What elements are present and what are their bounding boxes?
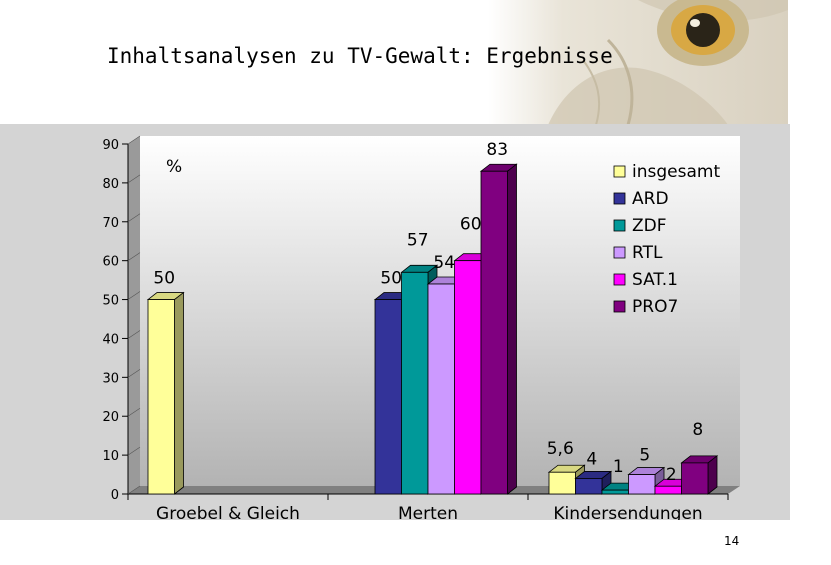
legend-entry: SAT.1 [632, 270, 678, 290]
y-tick-label: 90 [102, 138, 119, 153]
data-label: 60 [460, 215, 482, 235]
y-tick-label: 40 [102, 332, 119, 347]
x-category-label: Groebel & Gleich [156, 504, 300, 520]
legend-swatch [613, 192, 626, 205]
page-number: 14 [724, 534, 740, 548]
bar-side-face [707, 455, 718, 495]
y-tick-label: 20 [102, 410, 119, 425]
data-label: 1 [613, 457, 624, 477]
data-label: 57 [407, 230, 429, 250]
bar-front-face [575, 478, 603, 495]
bar-insgesamt [146, 291, 185, 495]
bar-pro7 [680, 455, 719, 495]
data-label: 50 [380, 269, 402, 289]
bar-front-face [628, 474, 656, 495]
y-tick-wall [127, 252, 141, 261]
y-tick-wall [127, 174, 141, 184]
legend-entry: ARD [632, 189, 669, 209]
x-category-label: Kindersendungen [553, 504, 702, 520]
bar-front-face [480, 170, 508, 495]
data-label: 2 [666, 465, 677, 485]
y-tick-label: 60 [102, 255, 119, 270]
legend-swatch [613, 246, 626, 259]
bar-front-face [681, 462, 709, 495]
y-tick-wall [127, 369, 141, 378]
bar-front-face [654, 485, 682, 495]
data-label: 8 [692, 420, 703, 440]
unit-label: % [166, 157, 182, 177]
legend-swatch [613, 273, 626, 286]
slide-title: Inhaltsanalysen zu TV-Gewalt: Ergebnisse [107, 44, 613, 68]
y-tick-wall [127, 291, 141, 300]
y-tick-wall [127, 446, 141, 456]
legend-swatch [613, 300, 626, 313]
bar-front-face [147, 299, 175, 495]
data-label: 5,6 [547, 439, 574, 459]
data-label: 5 [639, 446, 650, 466]
bar-front-face [427, 283, 455, 495]
data-label: 83 [486, 140, 508, 160]
data-label: 54 [433, 253, 455, 273]
bar-front-face [401, 271, 429, 495]
data-label: 4 [586, 449, 597, 469]
y-tick-label: 30 [102, 371, 119, 386]
legend-swatch [613, 219, 626, 232]
y-tick-label: 50 [102, 294, 119, 309]
bar-front-face [454, 260, 482, 495]
y-tick-label: 10 [102, 449, 119, 464]
bar-side-face [507, 163, 517, 495]
bar-chart: % 0 10 20 30 40 50 60 70 80 90 Groebel & Gleich Me… [0, 124, 790, 520]
owl-photo-decoration [488, 0, 788, 125]
legend-entry: ZDF [632, 216, 667, 236]
bar-side-face [174, 291, 184, 495]
y-tick-label: 80 [102, 177, 119, 192]
bar-front-face [374, 299, 402, 495]
y-tick-wall [127, 485, 141, 495]
legend-entry: PRO7 [632, 297, 678, 317]
y-tick-label: 70 [102, 216, 119, 231]
y-tick-wall [127, 135, 141, 145]
bar-pro7 [479, 163, 518, 495]
bar-front-face [548, 471, 576, 495]
chart-side-wall [128, 136, 140, 494]
data-label: 50 [153, 269, 175, 289]
legend-swatch [613, 165, 626, 178]
y-tick-wall [127, 407, 141, 417]
y-tick-label: 0 [111, 488, 119, 503]
y-tick-wall [127, 213, 141, 223]
x-category-label: Merten [398, 504, 458, 520]
legend-entry: insgesamt [632, 162, 720, 182]
y-tick-wall [127, 330, 141, 339]
legend-entry: RTL [632, 243, 663, 263]
bar-front-face [601, 489, 629, 495]
